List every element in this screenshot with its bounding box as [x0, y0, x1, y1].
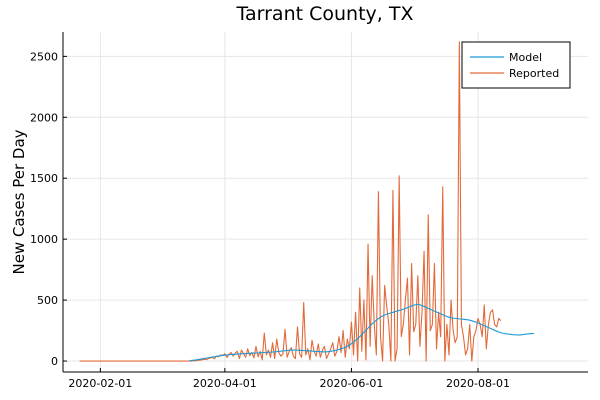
y-tick-label: 1000 [30, 233, 58, 246]
series-line-model [189, 303, 535, 362]
y-axis-label: New Cases Per Day [10, 129, 28, 274]
x-tick-label: 2020-02-01 [68, 377, 132, 390]
x-tick-label: 2020-06-01 [319, 377, 383, 390]
y-tick-label: 0 [51, 355, 58, 368]
y-tick-label: 1500 [30, 172, 58, 185]
y-tick-label: 2000 [30, 111, 58, 124]
axes: 2020-02-01 2020-04-01 2020-06-01 2020-08-01… [30, 32, 588, 390]
legend-box [461, 41, 571, 89]
legend-reported-label: Reported [509, 67, 559, 80]
y-tick-label: 500 [37, 294, 58, 307]
chart-title: Tarrant County, TX [236, 3, 414, 25]
y-tick-label: 2500 [30, 50, 58, 63]
series-line-reported [79, 41, 502, 362]
legend: Model Reported [461, 41, 571, 89]
legend-model-label: Model [509, 51, 542, 64]
series-group [79, 41, 535, 362]
x-tick-label: 2020-08-01 [446, 377, 510, 390]
x-tick-label: 2020-04-01 [193, 377, 257, 390]
